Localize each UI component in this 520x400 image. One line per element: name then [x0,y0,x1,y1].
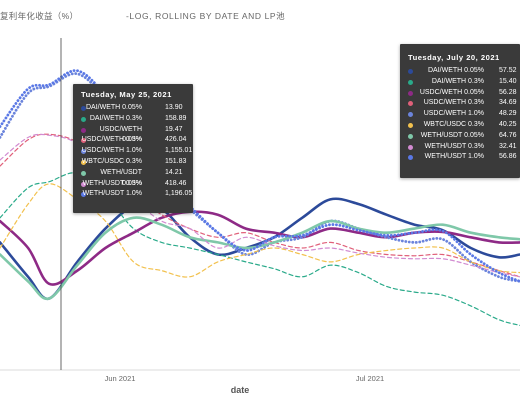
tooltip-series-value: 64.76 [499,131,517,139]
x-tick-label: Jun 2021 [105,374,136,383]
tooltip-row: DAI/WETH 0.05% 13.90 [81,103,185,114]
tooltip-series-name: WBTC/USDC 0.3% [81,157,142,165]
series-line-4[interactable] [0,72,520,283]
tooltip-row: DAI/WETH 0.3% 158.89 [81,114,187,125]
tooltip-row: USDC/WETH 1.0% 1,155.01 [81,146,192,157]
tooltip-series-value: 1,196.05 [165,190,193,198]
legend-dot-icon [408,144,413,150]
legend-dot-icon [408,155,413,161]
legend-dot-icon [81,116,86,122]
legend-dot-icon [408,101,413,107]
tooltip-series-name: USDC/WETH 1.0% [81,147,142,155]
tooltip-series-name: USDC/WETH 1.0% [423,110,484,118]
legend-dot-icon [81,181,86,187]
chart-axes: Jun 2021 Jul 2021 date [0,369,520,395]
tooltip-series-name: USDC/WETH 0.3% [81,136,142,144]
tooltip-series-name: WBTC/USDC 0.3% [423,120,484,128]
legend-dot-icon [81,149,86,155]
tooltip-series-name: WETH/USDT 0.05% [100,168,142,187]
legend-dot-icon [408,69,413,74]
tooltip-row: WETH/USDT 0.3% 418.46 [81,179,187,190]
tooltip-may-25: Tuesday, May 25, 2021 DAI/WETH 0.05% 13.9… [73,84,193,213]
tooltip-row: USDC/WETH 1.0% 48.29 [408,109,517,120]
tooltip-series-value: 34.69 [499,99,517,107]
legend-dot-icon [81,106,86,111]
legend-dot-icon [408,122,413,128]
tooltip-row: WETH/USDT 0.05% 14.21 [81,168,185,187]
tooltip-series-value: 426.04 [165,136,187,144]
tooltip-series-name: DAI/WETH 0.3% [89,114,142,122]
tooltip-series-name: USDC/WETH 0.05% [99,125,142,144]
chart-subtitle: -LOG, ROLLING BY DATE AND LP池 [126,11,286,21]
legend-dot-icon [81,192,86,198]
tooltip-series-value: 56.86 [499,153,517,161]
tooltip-row: USDC/WETH 0.05% 19.47 [81,125,185,143]
x-tick-label: Jul 2021 [356,374,384,383]
tooltip-row: USDC/WETH 0.05% 56.28 [408,88,517,99]
tooltip-series-name: DAI/WETH 0.05% [427,67,484,74]
legend-dot-icon [408,79,413,85]
legend-dot-icon [81,170,86,176]
tooltip-series-value: 418.46 [165,179,187,187]
tooltip-row: WETH/USDT 1.0% 56.86 [408,152,517,163]
tooltip-series-name: USDC/WETH 0.3% [423,99,484,107]
series-line-8[interactable] [0,69,520,283]
tooltip-row: WBTC/USDC 0.3% 40.25 [408,120,517,131]
legend-dot-icon [408,133,413,139]
legend-dot-icon [408,112,413,118]
tooltip-date: Tuesday, July 20, 2021 [408,53,500,62]
tooltip-series-value: 19.47 [165,125,183,133]
tooltip-series-name: DAI/WETH 0.3% [431,77,484,85]
series-line-0[interactable] [0,197,520,300]
tooltip-series-name: WETH/USDT 0.05% [420,131,484,139]
tooltip-series-name: WETH/USDT 1.0% [82,190,142,198]
tooltip-series-value: 15.40 [499,77,517,85]
tooltip-row: DAI/WETH 0.3% 15.40 [408,77,517,88]
series-line-1[interactable] [0,172,520,326]
tooltip-row: WETH/USDT 0.3% 32.41 [408,142,517,153]
tooltip-series-value: 48.29 [499,110,517,118]
tooltip-date: Tuesday, May 25, 2021 [81,90,172,99]
tooltip-rows: DAI/WETH 0.05% 13.90 DAI/WETH 0.3% 158.89 US… [81,103,192,200]
tooltip-row: WETH/USDT 0.05% 64.76 [408,131,517,142]
tooltip-rows: DAI/WETH 0.05% 57.52 DAI/WETH 0.3% 15.40 USD… [408,66,517,163]
x-axis-title: date [231,385,250,395]
legend-dot-icon [81,127,86,133]
tooltip-series-value: 14.21 [165,168,183,176]
series-line-2[interactable] [0,210,520,286]
tooltip-series-name: WETH/USDT 1.0% [424,153,484,161]
series-line-5[interactable] [0,183,520,278]
tooltip-series-name: WETH/USDT 0.3% [424,142,484,150]
tooltip-row: DAI/WETH 0.05% 57.52 [408,66,517,77]
tooltip-series-value: 40.25 [499,120,517,128]
tooltip-jul-20: Tuesday, July 20, 2021 DAI/WETH 0.05% 57.… [400,44,520,178]
tooltip-series-name: DAI/WETH 0.05% [85,104,142,111]
legend-dot-icon [81,138,86,144]
tooltip-row: WETH/USDT 1.0% 1,196.05 [81,189,192,200]
tooltip-series-value: 57.52 [499,67,517,74]
tooltip-series-value: 32.41 [499,142,517,150]
tooltip-series-value: 13.90 [165,104,183,111]
tooltip-series-value: 1,155.01 [165,147,193,155]
tooltip-series-value: 158.89 [165,114,187,122]
tooltip-series-value: 151.83 [165,157,187,165]
tooltip-series-name: WETH/USDT 0.3% [82,179,142,187]
tooltip-series-name: USDC/WETH 0.05% [419,88,484,96]
chart-title: 复利年化收益（%） [0,11,79,21]
tooltip-series-value: 56.28 [499,88,517,96]
tooltip-row: USDC/WETH 0.3% 34.69 [408,98,517,109]
tooltip-row: WBTC/USDC 0.3% 151.83 [81,157,187,168]
legend-dot-icon [408,90,413,96]
legend-dot-icon [81,159,86,165]
tooltip-row: USDC/WETH 0.3% 426.04 [81,135,187,146]
